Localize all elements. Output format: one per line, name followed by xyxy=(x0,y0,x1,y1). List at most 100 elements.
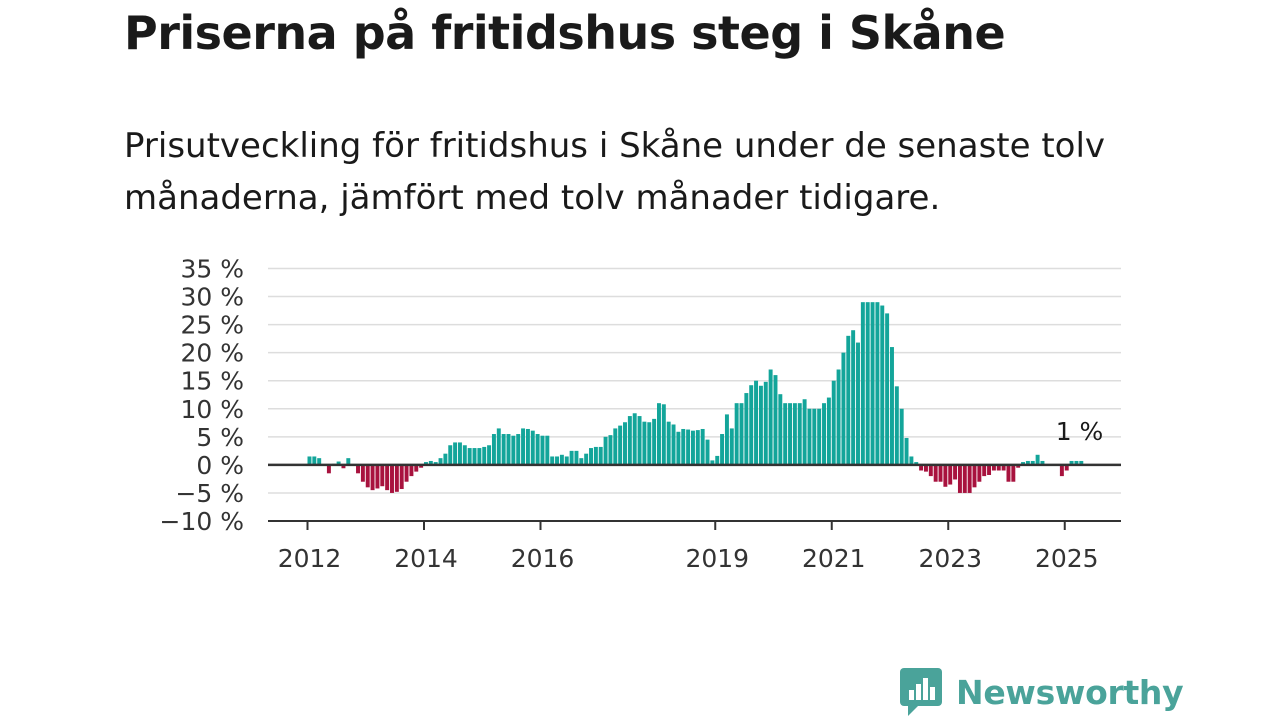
y-tick-label: 25 % xyxy=(180,311,244,340)
bar xyxy=(555,456,560,465)
newsworthy-logo-icon xyxy=(900,668,942,716)
bar xyxy=(477,448,482,465)
x-axis: 2012 2014 2016 2019 2021 2023 2025 xyxy=(278,521,1099,573)
bar xyxy=(491,434,496,465)
bar xyxy=(637,416,642,465)
bar xyxy=(860,302,865,465)
bar xyxy=(734,403,739,465)
bar xyxy=(385,464,390,491)
bar xyxy=(574,450,579,465)
bar xyxy=(399,464,404,490)
bar xyxy=(589,448,593,465)
bar xyxy=(467,448,472,465)
x-tick-label: 2025 xyxy=(1035,544,1099,573)
bar xyxy=(569,450,574,465)
bar xyxy=(365,464,370,488)
bar xyxy=(414,464,419,472)
bar xyxy=(792,403,797,465)
bar xyxy=(991,464,996,471)
bar xyxy=(613,428,618,465)
bar xyxy=(724,414,729,465)
bar xyxy=(695,430,700,465)
bar xyxy=(763,381,768,465)
bar xyxy=(885,313,890,465)
bar xyxy=(559,454,564,465)
x-tick-label: 2021 xyxy=(802,544,866,573)
bar xyxy=(1025,460,1030,465)
bar xyxy=(390,464,394,493)
bar xyxy=(933,464,938,482)
bar xyxy=(880,305,885,465)
bar xyxy=(462,445,467,465)
bar xyxy=(453,442,458,465)
bar xyxy=(530,430,535,465)
bar xyxy=(817,408,822,465)
bar xyxy=(870,302,875,465)
bar xyxy=(375,464,380,489)
bar xyxy=(967,464,972,493)
bar xyxy=(312,456,317,465)
chart-subtitle: Prisutveckling för fritidshus i Skåne un… xyxy=(124,126,1106,218)
bar xyxy=(598,446,603,465)
bar xyxy=(705,439,710,465)
bar xyxy=(962,464,967,493)
bar xyxy=(336,461,341,465)
bar xyxy=(1030,460,1035,465)
bar xyxy=(525,428,530,465)
bar xyxy=(496,428,501,465)
bar xyxy=(914,462,919,465)
bar xyxy=(593,446,598,465)
bar xyxy=(506,434,511,465)
bar xyxy=(472,448,477,465)
bar xyxy=(356,464,360,474)
bar xyxy=(977,464,982,482)
bar xyxy=(982,464,987,477)
bar xyxy=(346,458,351,465)
bar xyxy=(681,428,686,465)
bar xyxy=(443,453,448,465)
bar xyxy=(457,442,462,465)
y-axis: 35 %30 %25 %20 %15 %10 %5 %0 %−5 %−10 % xyxy=(160,255,244,537)
bar xyxy=(972,464,977,488)
bar xyxy=(370,464,375,491)
bar xyxy=(1040,460,1045,465)
bar xyxy=(326,464,331,474)
bar xyxy=(686,429,691,465)
chart-title: Priserna på fritidshus steg i Skåne xyxy=(124,6,1006,60)
bar xyxy=(545,435,550,465)
gridlines xyxy=(268,267,1121,494)
bar xyxy=(715,455,720,465)
bar xyxy=(516,434,521,465)
bar xyxy=(904,437,909,465)
bar xyxy=(1059,464,1064,477)
bar xyxy=(642,421,647,465)
bar xyxy=(307,456,312,465)
annotations: 1 % xyxy=(1056,417,1104,446)
bar xyxy=(807,408,812,465)
bar xyxy=(657,403,661,465)
bar xyxy=(700,428,705,465)
bar xyxy=(1035,454,1040,465)
bar xyxy=(783,403,788,465)
y-tick-label: 15 % xyxy=(180,367,244,396)
x-tick-label: 2012 xyxy=(278,544,342,573)
bar xyxy=(1001,464,1006,471)
bar xyxy=(899,408,904,465)
bar xyxy=(501,434,506,465)
bar xyxy=(438,458,443,465)
bar xyxy=(802,399,807,465)
bar xyxy=(744,393,749,465)
bar xyxy=(647,422,652,465)
y-tick-label: 0 % xyxy=(196,451,244,480)
bar xyxy=(404,464,409,482)
bar xyxy=(661,404,666,465)
latest-value-label: 1 % xyxy=(1056,417,1104,446)
bar xyxy=(856,342,860,465)
bars xyxy=(307,302,1084,493)
bar xyxy=(948,464,953,485)
bar xyxy=(851,330,856,465)
y-tick-label: −10 % xyxy=(160,507,244,536)
bar xyxy=(535,434,540,465)
bar xyxy=(608,435,613,465)
